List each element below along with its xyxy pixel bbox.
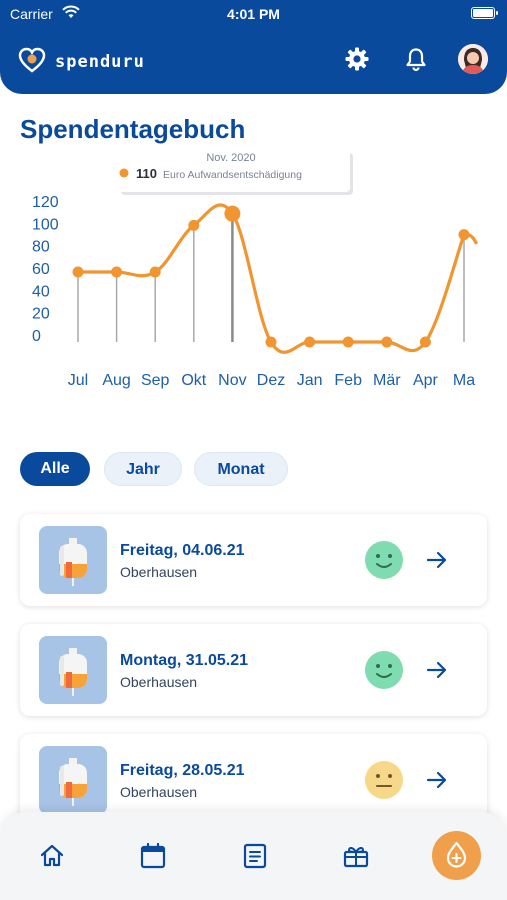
data-point xyxy=(265,336,277,348)
series-line xyxy=(76,203,478,354)
x-tick-label: Mär xyxy=(373,372,401,389)
app-name: spenduru xyxy=(55,52,145,72)
calendar-icon[interactable] xyxy=(139,842,167,870)
y-tick-label: 120 xyxy=(32,194,59,211)
donation-date: Freitag, 28.05.21 xyxy=(120,762,245,779)
data-point xyxy=(188,219,200,231)
data-point xyxy=(419,336,431,348)
tooltip-title: Nov. 2020 xyxy=(206,152,255,164)
donation-line-chart: 120 100 80 60 40 20 0 Jul Aug Sep Okt Nov Dez Jan Feb M… xyxy=(32,150,478,389)
home-icon[interactable] xyxy=(38,842,66,870)
data-point xyxy=(72,266,84,278)
tooltip-label: Euro Aufwandsentschädigung xyxy=(163,169,302,181)
settings-gear-icon[interactable] xyxy=(344,46,370,72)
x-tick-label: Sep xyxy=(141,372,170,389)
wifi-icon xyxy=(62,5,80,22)
tooltip-box xyxy=(118,150,350,192)
blood-bag-icon xyxy=(39,746,107,814)
arrow-right-icon[interactable] xyxy=(425,548,449,572)
bottom-navigation xyxy=(0,812,507,900)
data-point xyxy=(224,205,241,222)
x-tick-label: Ma xyxy=(453,372,475,389)
donation-card[interactable]: Freitag, 04.06.21 Oberhausen xyxy=(20,514,487,606)
x-tick-label: Jul xyxy=(68,372,88,389)
x-tick-label: Okt xyxy=(181,372,206,389)
tooltip-value: 110 xyxy=(136,166,157,181)
gift-icon[interactable] xyxy=(342,842,370,870)
y-tick-label: 0 xyxy=(32,328,41,345)
donation-date: Montag, 31.05.21 xyxy=(120,652,249,669)
donation-location: Oberhausen xyxy=(120,564,198,580)
donation-location: Oberhausen xyxy=(120,784,198,800)
y-tick-label: 80 xyxy=(32,239,50,256)
x-tick-label: Feb xyxy=(334,372,362,389)
y-tick-label: 100 xyxy=(32,216,59,233)
battery-icon xyxy=(471,7,498,19)
arrow-right-icon[interactable] xyxy=(425,768,449,792)
x-tick-label: Nov xyxy=(218,372,246,389)
x-tick-label: Aug xyxy=(102,372,130,389)
page-title: Spendentagebuch xyxy=(20,114,246,144)
donate-drop-icon[interactable] xyxy=(432,831,481,880)
filter-all-chip[interactable]: Alle xyxy=(20,452,90,486)
app-logo-icon xyxy=(18,47,46,73)
happy-face-icon xyxy=(365,651,403,689)
donation-card[interactable]: Montag, 31.05.21 Oberhausen xyxy=(20,624,487,716)
donation-date: Freitag, 04.06.21 xyxy=(120,542,245,559)
donation-card[interactable]: Freitag, 28.05.21 Oberhausen xyxy=(20,734,487,826)
y-tick-label: 60 xyxy=(32,261,50,278)
tooltip-legend-dot xyxy=(119,168,129,178)
x-tick-label: Apr xyxy=(413,372,439,389)
data-point xyxy=(342,336,354,348)
data-point xyxy=(458,229,470,241)
happy-face-icon xyxy=(365,541,403,579)
filter-year-chip[interactable]: Jahr xyxy=(104,452,182,486)
blood-bag-icon xyxy=(39,526,107,594)
data-point xyxy=(304,336,316,348)
data-point xyxy=(111,266,123,278)
app-header: Carrier 4:01 PM spenduru xyxy=(0,0,507,94)
arrow-right-icon[interactable] xyxy=(425,658,449,682)
data-point xyxy=(149,266,161,278)
neutral-face-icon xyxy=(365,761,403,799)
carrier-label: Carrier xyxy=(10,6,53,22)
x-tick-label: Dez xyxy=(257,372,285,389)
status-time: 4:01 PM xyxy=(227,6,280,22)
filter-month-chip[interactable]: Monat xyxy=(194,452,288,486)
blood-bag-icon xyxy=(39,636,107,704)
user-avatar[interactable] xyxy=(458,44,488,74)
y-tick-label: 20 xyxy=(32,306,50,323)
x-tick-label: Jan xyxy=(297,372,323,389)
notification-bell-icon[interactable] xyxy=(403,46,429,72)
data-point xyxy=(381,336,393,348)
list-icon[interactable] xyxy=(241,842,269,870)
donation-location: Oberhausen xyxy=(120,674,198,690)
status-bar: Carrier 4:01 PM xyxy=(0,0,507,28)
y-tick-label: 40 xyxy=(32,283,50,300)
